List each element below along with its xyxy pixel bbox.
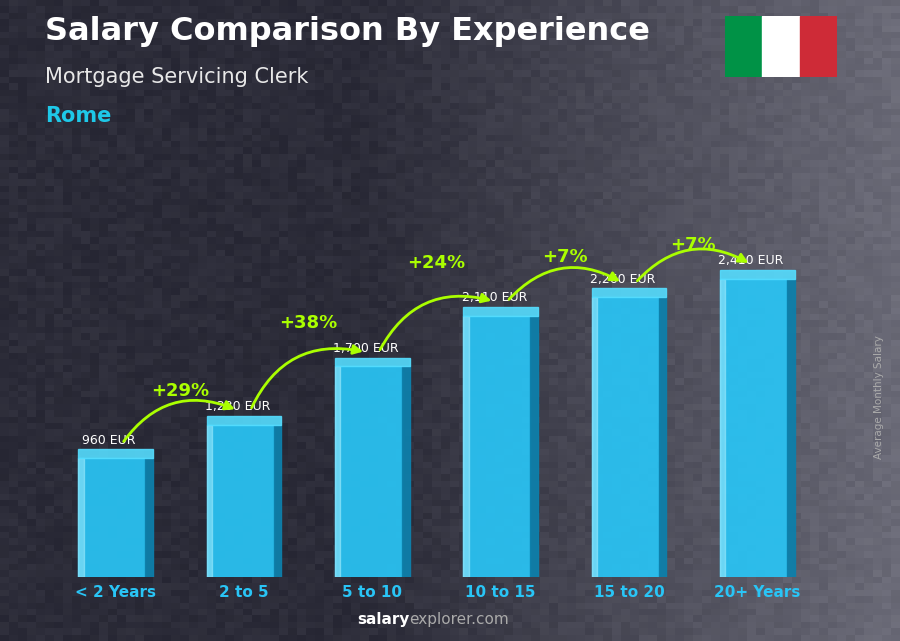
Text: +7%: +7% [542, 248, 588, 266]
Bar [530, 316, 538, 577]
Polygon shape [207, 415, 281, 424]
Text: 2,110 EUR: 2,110 EUR [462, 291, 526, 304]
Polygon shape [720, 270, 795, 279]
Bar [207, 424, 211, 577]
Text: Salary Comparison By Experience: Salary Comparison By Experience [45, 16, 650, 47]
FancyArrowPatch shape [123, 401, 232, 442]
Bar [464, 316, 469, 577]
Bar [659, 297, 666, 577]
FancyArrowPatch shape [380, 294, 489, 350]
Text: explorer.com: explorer.com [410, 612, 509, 627]
Text: Rome: Rome [45, 106, 112, 126]
Bar [592, 297, 659, 577]
Text: Mortgage Servicing Clerk: Mortgage Servicing Clerk [45, 67, 309, 87]
FancyArrowPatch shape [252, 345, 360, 408]
Text: 2,410 EUR: 2,410 EUR [718, 254, 784, 267]
Bar [788, 279, 795, 577]
Text: 1,230 EUR: 1,230 EUR [205, 400, 270, 413]
Text: 960 EUR: 960 EUR [83, 433, 136, 447]
Bar [335, 367, 340, 577]
Bar [146, 458, 153, 577]
Bar [724, 16, 762, 77]
Bar [464, 316, 530, 577]
Bar [335, 367, 402, 577]
Bar [402, 367, 410, 577]
Text: 1,700 EUR: 1,700 EUR [333, 342, 399, 355]
Polygon shape [464, 307, 538, 316]
Text: +29%: +29% [150, 382, 209, 400]
Bar [720, 279, 725, 577]
Text: +38%: +38% [279, 314, 338, 332]
Polygon shape [592, 288, 666, 297]
Text: Average Monthly Salary: Average Monthly Salary [874, 335, 884, 460]
Bar [799, 16, 837, 77]
FancyArrowPatch shape [509, 267, 617, 299]
FancyArrowPatch shape [637, 249, 746, 281]
Text: 2,260 EUR: 2,260 EUR [590, 272, 655, 286]
Text: +7%: +7% [670, 236, 716, 254]
Polygon shape [335, 358, 410, 367]
Bar [274, 424, 281, 577]
Bar [207, 424, 274, 577]
Bar [762, 16, 799, 77]
Polygon shape [78, 449, 153, 458]
Bar [592, 297, 597, 577]
Bar [720, 279, 788, 577]
Bar [78, 458, 84, 577]
Text: salary: salary [357, 612, 410, 627]
Bar [78, 458, 146, 577]
Text: +24%: +24% [408, 254, 465, 272]
